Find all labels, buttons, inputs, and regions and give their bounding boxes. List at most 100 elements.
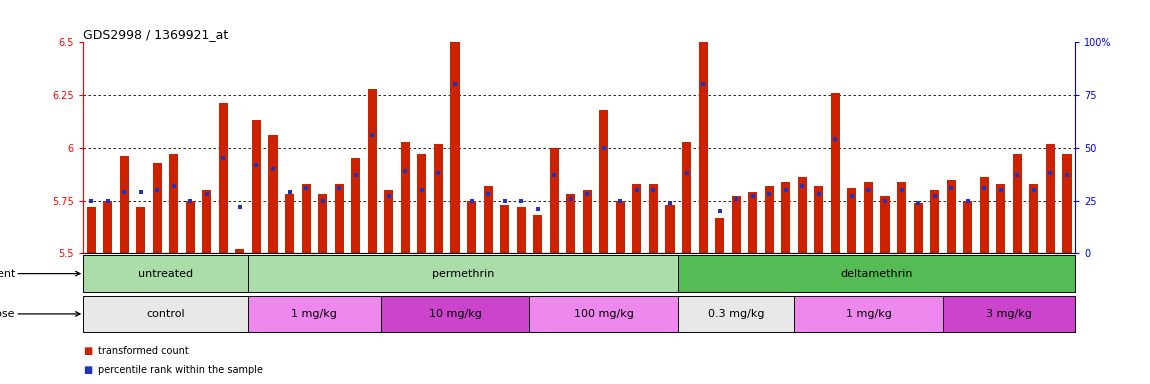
Bar (417, 154, 427, 253)
Bar (583, 190, 592, 253)
Bar (248, 255, 678, 292)
Bar (381, 296, 529, 332)
Bar (864, 182, 873, 253)
Text: untreated: untreated (138, 268, 193, 279)
Text: 100 mg/kg: 100 mg/kg (574, 309, 634, 319)
Bar (1045, 144, 1055, 253)
Bar (83, 296, 248, 332)
Bar (964, 201, 972, 253)
Bar (599, 110, 608, 253)
Point (297, 185, 315, 191)
Bar (814, 186, 823, 253)
Bar (301, 184, 310, 253)
Point (413, 187, 431, 193)
Text: transformed count: transformed count (98, 346, 189, 356)
Bar (218, 104, 228, 253)
Point (644, 187, 662, 193)
Point (1058, 172, 1076, 179)
Point (926, 194, 944, 200)
Point (396, 168, 414, 174)
Bar (678, 296, 794, 332)
Point (793, 183, 812, 189)
Point (148, 187, 167, 193)
Bar (781, 182, 790, 253)
Bar (1029, 184, 1038, 253)
Bar (351, 159, 360, 253)
Point (281, 189, 299, 195)
Point (727, 195, 745, 202)
Text: percentile rank within the sample: percentile rank within the sample (98, 365, 262, 375)
Point (446, 81, 465, 88)
Bar (848, 188, 857, 253)
Bar (1063, 154, 1072, 253)
Bar (451, 11, 460, 253)
Point (959, 198, 977, 204)
Point (826, 136, 844, 142)
Text: control: control (146, 309, 185, 319)
Point (859, 187, 877, 193)
Text: agent: agent (0, 268, 81, 279)
Point (677, 170, 696, 176)
Text: permethrin: permethrin (432, 268, 494, 279)
Bar (731, 197, 741, 253)
Bar (996, 184, 1005, 253)
Bar (153, 163, 162, 253)
Bar (335, 184, 344, 253)
Point (628, 187, 646, 193)
Point (115, 189, 133, 195)
Bar (913, 203, 922, 253)
Point (131, 189, 150, 195)
Point (263, 166, 282, 172)
Bar (550, 148, 559, 253)
Bar (930, 190, 940, 253)
Text: ■: ■ (83, 346, 92, 356)
Point (908, 200, 927, 206)
Point (1009, 172, 1027, 179)
Point (1041, 170, 1059, 176)
Point (529, 206, 547, 212)
Point (760, 191, 779, 197)
Bar (285, 194, 294, 253)
Bar (467, 201, 476, 253)
Bar (980, 177, 989, 253)
Text: 10 mg/kg: 10 mg/kg (429, 309, 482, 319)
Bar (793, 296, 943, 332)
Bar (534, 215, 542, 253)
Text: 1 mg/kg: 1 mg/kg (845, 309, 891, 319)
Text: deltamethrin: deltamethrin (841, 268, 913, 279)
Bar (649, 184, 658, 253)
Bar (434, 144, 443, 253)
Point (693, 81, 712, 88)
Bar (500, 205, 509, 253)
Point (512, 198, 530, 204)
Point (214, 156, 232, 162)
Point (247, 162, 266, 168)
Point (975, 185, 994, 191)
Bar (715, 218, 724, 253)
Bar (202, 190, 212, 253)
Bar (881, 197, 890, 253)
Bar (252, 121, 261, 253)
Point (595, 145, 613, 151)
Point (1025, 187, 1043, 193)
Bar (516, 207, 526, 253)
Point (181, 198, 199, 204)
Point (545, 172, 564, 179)
Point (892, 187, 911, 193)
Point (164, 183, 183, 189)
Bar (401, 142, 409, 253)
Point (578, 191, 597, 197)
Bar (83, 255, 248, 292)
Bar (120, 156, 129, 253)
Bar (483, 186, 492, 253)
Bar (566, 194, 575, 253)
Point (661, 200, 680, 206)
Point (363, 132, 382, 138)
Bar (169, 154, 178, 253)
Point (99, 198, 117, 204)
Point (82, 198, 100, 204)
Bar (946, 180, 956, 253)
Bar (236, 249, 245, 253)
Bar (104, 201, 113, 253)
Bar (943, 296, 1075, 332)
